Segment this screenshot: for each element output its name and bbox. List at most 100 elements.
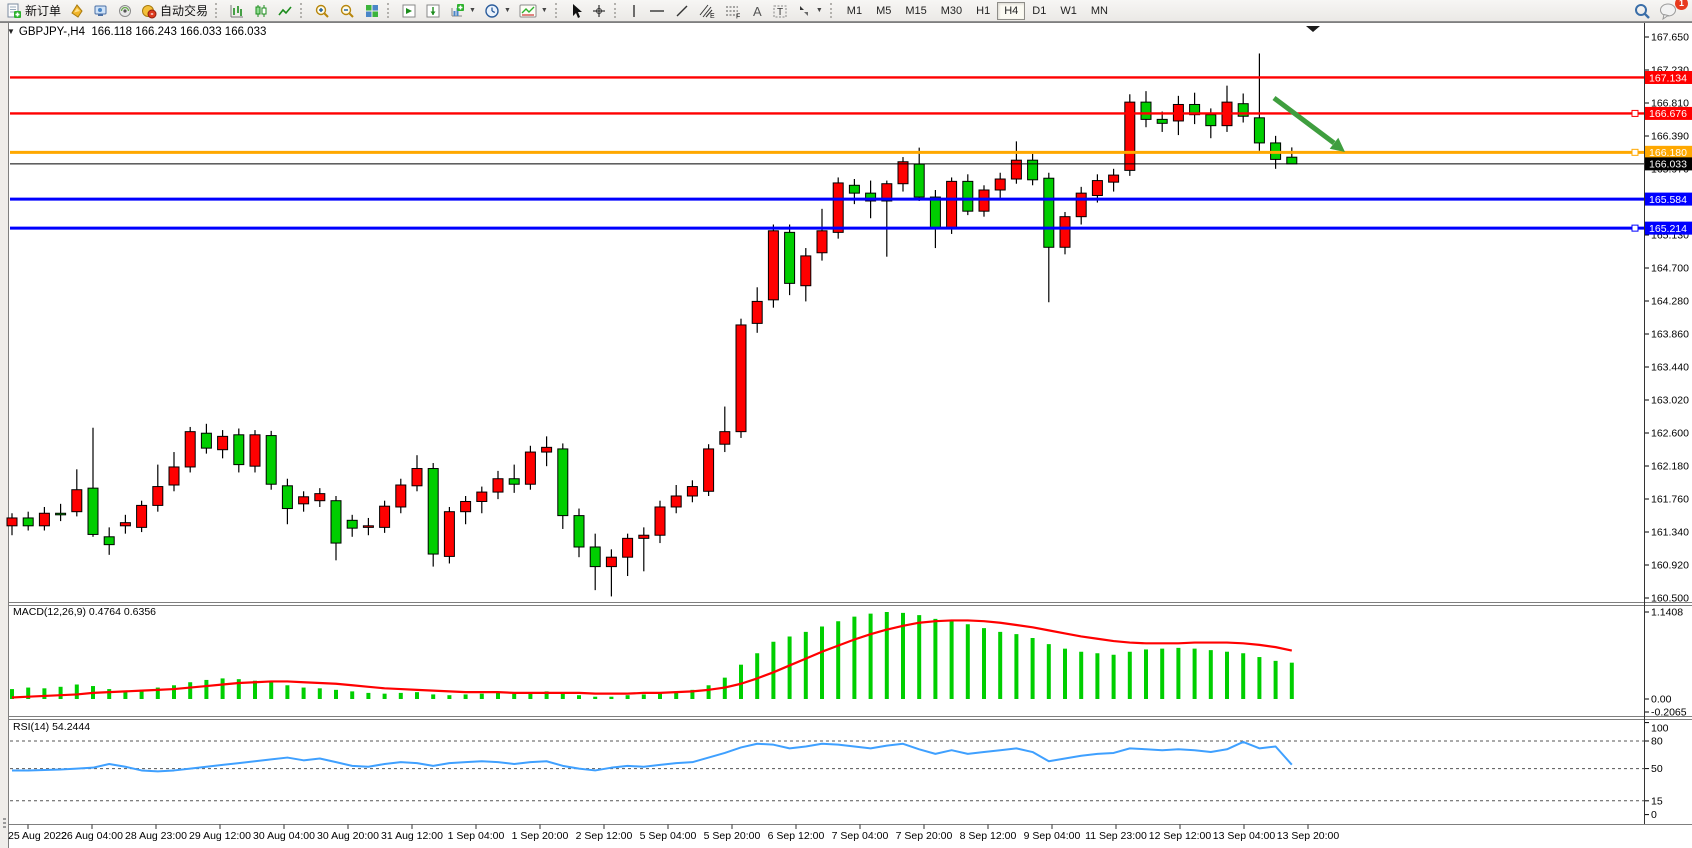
line-chart-icon: [277, 3, 293, 19]
timeframe-h4[interactable]: H4: [997, 1, 1026, 20]
candle-body: [249, 434, 261, 467]
candle-body: [22, 517, 34, 527]
candle-body: [929, 196, 941, 229]
time-tick-label: 28 Aug 23:00: [125, 830, 187, 842]
candle-body: [492, 478, 504, 493]
candle-body: [71, 489, 83, 513]
price-badge-label: 165.584: [1649, 194, 1687, 206]
hline-handle[interactable]: [1631, 148, 1639, 156]
candlestick-chart-button[interactable]: [249, 1, 273, 21]
market-watch-button[interactable]: [89, 1, 113, 21]
time-tick-label: 5 Sep 20:00: [704, 830, 761, 842]
channel-icon: E: [698, 3, 716, 19]
candle-body: [1286, 156, 1298, 165]
time-tick-label: 2 Sep 12:00: [576, 830, 633, 842]
timeframe-mn[interactable]: MN: [1090, 4, 1108, 17]
chart-shift-marker-icon: [1306, 26, 1320, 32]
candle-body: [638, 534, 650, 539]
candle-body: [395, 484, 407, 508]
timeframe-h1[interactable]: H1: [976, 4, 991, 17]
toolbar-grip: [613, 3, 620, 18]
candle-body: [654, 506, 666, 536]
zoom-out-icon: [339, 3, 356, 19]
line-chart-button[interactable]: [273, 1, 297, 21]
candle-body: [233, 434, 245, 466]
macd-tick-label: 0.00: [1651, 694, 1672, 706]
crosshair-button[interactable]: [587, 1, 611, 21]
candle-body: [557, 448, 569, 517]
vertical-line-button[interactable]: [624, 1, 644, 21]
time-tick-label: 11 Sep 23:00: [1085, 830, 1147, 842]
cursor-button[interactable]: [565, 1, 587, 21]
timeframe-m30[interactable]: M30: [940, 4, 963, 17]
candle-body: [881, 183, 893, 202]
zoom-in-button[interactable]: [310, 1, 335, 21]
autotrade-button[interactable]: 自动交易: [137, 1, 212, 21]
cursor-icon: [569, 3, 583, 19]
toolbar-grip: [300, 3, 306, 18]
timeframe-d1[interactable]: D1: [1032, 4, 1047, 17]
candle-body: [217, 435, 229, 451]
periods-clock-button[interactable]: ▼: [480, 1, 515, 21]
fibonacci-icon: F: [724, 3, 742, 19]
timeframe-bar: M1 M5 M15 M30 H1 H4 D1 W1 MN: [840, 1, 1115, 20]
hline-handle[interactable]: [1631, 109, 1639, 117]
time-tick-label: 7 Sep 04:00: [832, 830, 889, 842]
label-button[interactable]: T: [768, 1, 792, 21]
price-badge: [1645, 145, 1692, 159]
indicators-button[interactable]: ▼: [445, 1, 480, 21]
trend-arrow-head[interactable]: [1329, 137, 1345, 152]
candle-body: [589, 546, 601, 568]
trendline-button[interactable]: [670, 1, 694, 21]
candle-body: [1027, 159, 1039, 181]
signal-button[interactable]: [113, 1, 137, 21]
candle-body: [1237, 103, 1249, 117]
candle-body: [1043, 177, 1055, 248]
time-tick-label: 26 Aug 04:00: [61, 830, 123, 842]
trend-arrow-annotation[interactable]: [1272, 96, 1336, 145]
candle-body: [524, 451, 536, 485]
templates-button[interactable]: ▼: [515, 1, 552, 21]
price-badge: [1645, 106, 1692, 120]
macd-signal-line: [11, 619, 1293, 699]
toolbar-grip: [387, 3, 393, 18]
zoom-out-button[interactable]: [335, 1, 360, 21]
chevron-down-icon: ▼: [503, 7, 511, 14]
scroll-to-end-button[interactable]: [397, 1, 421, 21]
channel-button[interactable]: E: [694, 1, 720, 21]
hline-handle[interactable]: [1631, 224, 1639, 232]
periods-clock-icon: [484, 3, 500, 19]
arrows-button[interactable]: ▼: [792, 1, 827, 21]
timeframe-m5[interactable]: M5: [876, 4, 892, 17]
chat-button[interactable]: 1: [1655, 0, 1688, 21]
candle-body: [670, 495, 682, 508]
candle-body: [962, 180, 974, 212]
candle-body: [508, 478, 520, 485]
chart-profile-button[interactable]: [65, 1, 89, 21]
timeframe-m1[interactable]: M1: [846, 4, 863, 17]
horizontal-line-button[interactable]: [644, 1, 670, 21]
bar-chart-button[interactable]: [225, 1, 249, 21]
timeframe-m15[interactable]: M15: [905, 4, 927, 17]
timeframe-w1[interactable]: W1: [1060, 4, 1077, 17]
candle-body: [913, 163, 925, 198]
fibonacci-button[interactable]: F: [720, 1, 746, 21]
price-tick-label: 164.700: [1651, 263, 1689, 275]
search-button[interactable]: [1629, 1, 1655, 21]
text-button[interactable]: A: [746, 1, 768, 21]
candle-body: [735, 324, 747, 433]
tile-windows-button[interactable]: [360, 1, 384, 21]
chart-shift-button[interactable]: [421, 1, 445, 21]
zoom-in-icon: [314, 3, 331, 19]
templates-icon: [519, 3, 537, 19]
candle-body: [767, 230, 779, 301]
new-order-button[interactable]: 新订单: [2, 1, 65, 21]
candle-body: [168, 466, 180, 486]
chart-background: [0, 22, 1692, 848]
time-tick-label: 25 Aug 2022: [8, 830, 67, 842]
time-tick-label: 1 Sep 04:00: [448, 830, 505, 842]
candle-body: [6, 517, 18, 527]
new-order-label: 新订单: [25, 4, 62, 18]
vertical-line-icon: [628, 3, 640, 19]
